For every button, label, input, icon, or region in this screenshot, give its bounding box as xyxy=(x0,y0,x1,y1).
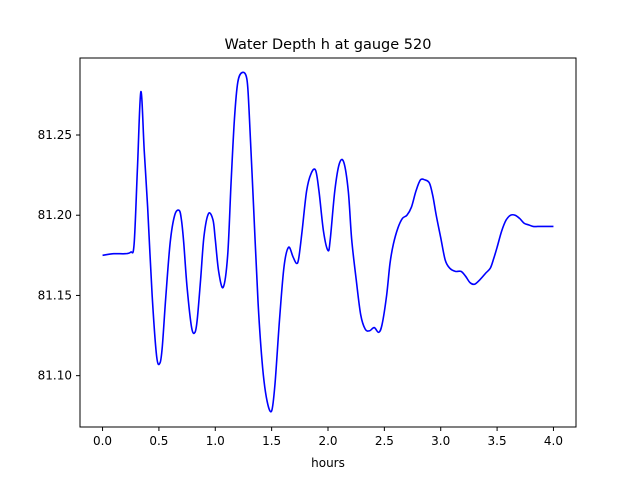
x-tick-label: 4.0 xyxy=(544,434,563,448)
y-axis: 81.10 81.15 81.20 81.25 xyxy=(38,128,80,383)
x-tick-label: 3.0 xyxy=(431,434,450,448)
x-tick-label: 1.0 xyxy=(206,434,225,448)
series-line xyxy=(102,71,554,413)
x-axis: 0.0 0.5 1.0 1.5 2.0 2.5 3.0 3.5 4.0 xyxy=(93,427,563,448)
x-tick-label: 2.5 xyxy=(375,434,394,448)
x-tick-label: 0.0 xyxy=(93,434,112,448)
y-tick-label: 81.15 xyxy=(38,288,72,302)
plot-series xyxy=(102,71,554,413)
y-tick-label: 81.25 xyxy=(38,128,72,142)
y-tick-label: 81.20 xyxy=(38,208,72,222)
x-tick-label: 2.0 xyxy=(318,434,337,448)
x-tick-label: 1.5 xyxy=(262,434,281,448)
chart-title: Water Depth h at gauge 520 xyxy=(225,37,432,53)
x-axis-label: hours xyxy=(311,456,345,470)
x-tick-label: 3.5 xyxy=(488,434,507,448)
x-tick-label: 0.5 xyxy=(149,434,168,448)
y-tick-label: 81.10 xyxy=(38,369,72,383)
